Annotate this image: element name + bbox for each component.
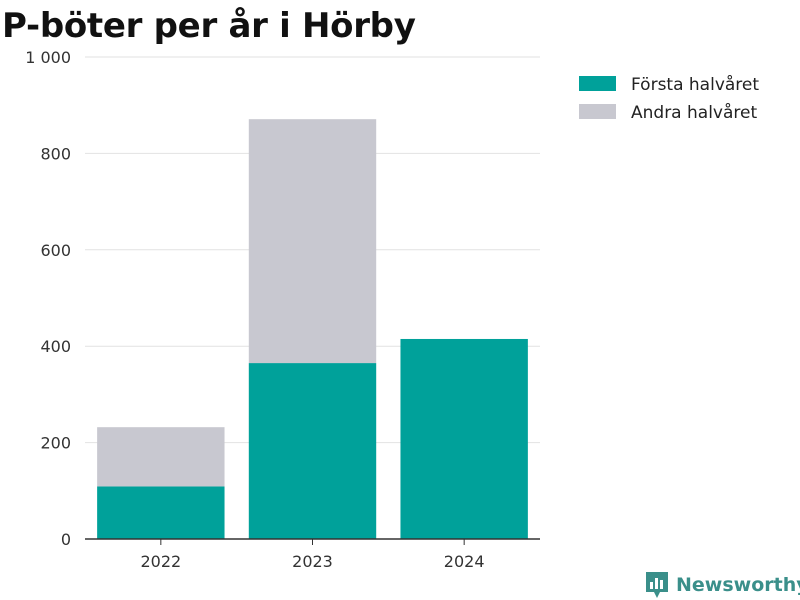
y-tick-label: 800 [40,144,71,163]
y-tick-label: 200 [40,434,71,453]
legend-label: Första halvåret [631,74,759,95]
axes: 0 200 400 600 800 1 000 2022 2023 2024 [25,48,540,571]
x-tick-label: 2024 [444,552,485,571]
legend-label: Andra halvåret [631,102,757,123]
newsworthy-brand[interactable]: Newsworthy [644,570,800,600]
legend: Första halvåret Andra halvåret [579,74,759,123]
bar-2022-series-1 [97,486,225,539]
bars [97,119,528,539]
chart-title: P-böter per år i Hörby [2,6,416,46]
bar-2024-series-1 [400,338,528,539]
legend-swatch [579,76,616,91]
legend-swatch [579,104,616,119]
x-tick-label: 2022 [140,552,181,571]
x-tick-label: 2023 [292,552,333,571]
bar-2023-series-1 [248,363,377,539]
y-tick-label: 0 [61,530,71,549]
y-tick-label: 600 [40,241,71,260]
bar-2023-series-2 [248,119,377,364]
newsworthy-logo-icon [646,572,668,598]
brand-name: Newsworthy [676,574,800,596]
bar-2022-series-2 [97,427,225,487]
y-tick-label: 1 000 [25,48,71,67]
y-tick-label: 400 [40,337,71,356]
